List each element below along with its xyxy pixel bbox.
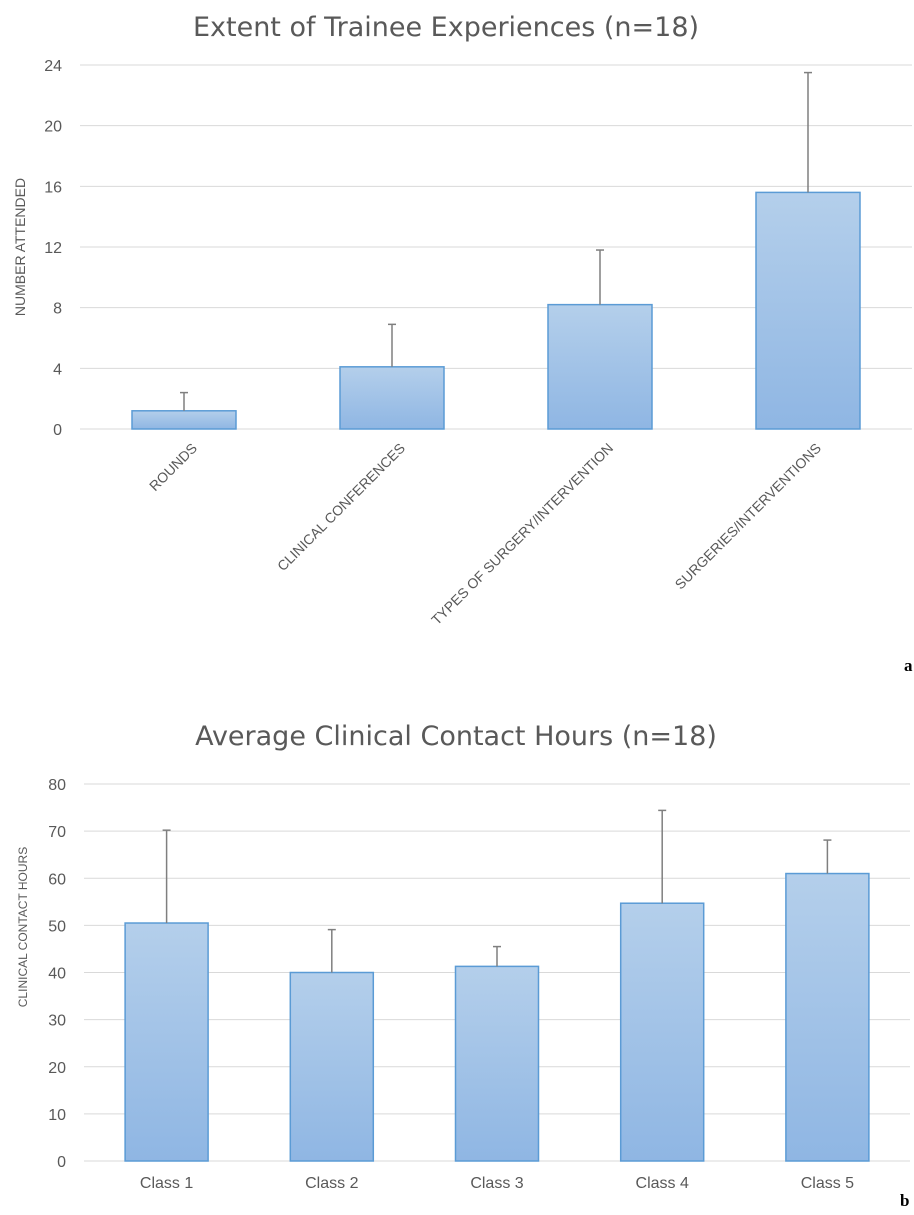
chart-b: Average Clinical Contact Hours (n=18) CL… (16, 721, 910, 1210)
a-bar (131, 410, 237, 430)
b-category-label: Class 2 (305, 1175, 358, 1192)
b-ytick-label: 40 (48, 966, 66, 983)
a-category-label: SURGERIES/INTERVENTIONS (672, 440, 825, 593)
b-ytick-label: 80 (48, 777, 66, 794)
a-ytick-label: 4 (53, 361, 62, 378)
chart-a-ylabel: NUMBER ATTENDED (12, 178, 28, 316)
a-ytick-label: 0 (53, 422, 62, 439)
a-bar (339, 366, 445, 430)
b-category-label: Class 3 (470, 1175, 523, 1192)
a-category-label: ROUNDS (146, 440, 200, 494)
b-ytick-label: 10 (48, 1107, 66, 1124)
b-ytick-label: 30 (48, 1013, 66, 1030)
b-bar (785, 872, 870, 1162)
a-category-label: TYPES OF SURGERY/INTERVENTION (428, 440, 616, 628)
b-ytick-label: 70 (48, 824, 66, 841)
a-ytick-label: 12 (44, 240, 62, 257)
a-ytick-label: 24 (44, 58, 62, 75)
a-category-label: CLINICAL CONFERENCES (274, 440, 408, 574)
b-category-label: Class 5 (801, 1175, 854, 1192)
b-bar (124, 922, 209, 1162)
b-category-label: Class 4 (636, 1175, 689, 1192)
b-bar (289, 971, 375, 1162)
chart-b-ylabel: CLINICAL CONTACT HOURS (16, 847, 30, 1007)
b-ytick-label: 0 (57, 1154, 66, 1171)
a-bar (755, 191, 861, 430)
chart-b-title: Average Clinical Contact Hours (n=18) (195, 721, 717, 752)
a-ytick-label: 20 (44, 119, 62, 136)
chart-a-title: Extent of Trainee Experiences (n=18) (193, 12, 699, 43)
b-bar (619, 902, 705, 1162)
b-ytick-label: 60 (48, 871, 66, 888)
b-category-label: Class 1 (140, 1175, 193, 1192)
a-ytick-label: 16 (44, 179, 62, 196)
chart-b-panel-label: b (900, 1191, 909, 1210)
b-bar (454, 965, 540, 1162)
chart-a: Extent of Trainee Experiences (n=18) NUM… (12, 12, 913, 675)
a-bar (547, 303, 653, 430)
b-ytick-label: 50 (48, 918, 66, 935)
a-ytick-label: 8 (53, 301, 62, 318)
chart-a-panel-label: a (904, 656, 913, 675)
b-ytick-label: 20 (48, 1060, 66, 1077)
